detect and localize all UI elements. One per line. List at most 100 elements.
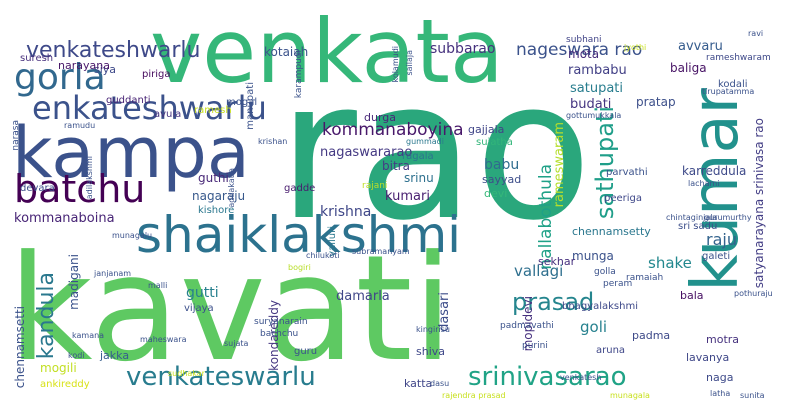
word-subhani: subhani xyxy=(566,35,602,45)
word-motra: motra xyxy=(706,333,740,346)
word-galeti: galeti xyxy=(702,251,731,262)
word-devi: devi xyxy=(484,187,508,200)
word-goli: goli xyxy=(580,318,608,336)
word-srinivasarao: srinivasarao xyxy=(468,362,627,392)
word-pothuraju: pothuraju xyxy=(734,289,773,298)
word-naga: naga xyxy=(706,371,734,384)
word-munagala: munagala xyxy=(610,391,650,400)
word-kotaiah: kotaiah xyxy=(264,45,309,59)
word-kodi: kodi xyxy=(68,351,85,360)
word-chennamsetti: chennamsetti xyxy=(13,306,27,389)
word-subbarao: subbarao xyxy=(430,41,496,57)
word-gutti: gutti xyxy=(186,285,219,301)
word-avula: avula xyxy=(154,109,182,120)
word-shaiklakshmi: shaiklakshmi xyxy=(136,206,462,264)
word-vijaya: vijaya xyxy=(184,303,214,314)
word-maheswara: maheswara xyxy=(140,335,187,344)
word-munga: munga xyxy=(572,249,614,263)
word-munagalu: munagalu xyxy=(112,231,153,240)
word-bachchu: bachchu xyxy=(260,329,299,339)
word-tirupatamma: tirupatamma xyxy=(702,87,755,96)
word-malli: malli xyxy=(148,281,168,290)
word-ragala: ragala xyxy=(402,151,434,162)
word-gorla: gorla xyxy=(14,57,106,98)
word-babu: babu xyxy=(484,157,520,173)
word-vallagi: vallagi xyxy=(514,262,564,280)
word-rao: rao xyxy=(278,40,593,263)
word-janjanam: janjanam xyxy=(94,269,132,278)
word-peram: peram xyxy=(603,279,633,289)
word-gummadi: gummadi xyxy=(406,137,444,146)
word-chennamsetty: chennamsetty xyxy=(572,225,651,238)
word-ramudu: ramudu xyxy=(64,121,96,130)
word-kavati: kavati xyxy=(8,224,454,394)
word-jakka: jakka xyxy=(100,349,130,362)
word-kishore: kishore xyxy=(198,205,235,216)
word-suresh: suresh xyxy=(20,53,54,64)
word-subramanyam: subramanyam xyxy=(352,247,410,256)
word-enkateshwarlu: enkateshwarlu xyxy=(32,89,267,127)
word-shiva: shiva xyxy=(416,345,446,358)
word-satupati: satupati xyxy=(570,81,624,96)
word-bitra: bitra xyxy=(382,159,410,173)
word-karampudi: karampudi xyxy=(294,50,304,99)
word-kamana: kamana xyxy=(72,331,105,340)
word-venkata: venkata xyxy=(150,0,504,103)
word-sunita: sunita xyxy=(740,391,765,400)
word-kolamudi: kolamudi xyxy=(391,46,400,83)
word-manupati: manupati xyxy=(245,82,256,130)
word-nageswara-rao: nageswara rao xyxy=(516,40,643,60)
word-padma: padma xyxy=(632,329,671,342)
word-suryanarain: suryanarain xyxy=(254,317,308,327)
word-bala: bala xyxy=(680,289,704,302)
word-golla: golla xyxy=(594,267,616,277)
word-gurumurthy: gurumurthy xyxy=(704,213,752,222)
word-sujatha: sujatha xyxy=(476,137,513,148)
word-gottumukkala: gottumukkala xyxy=(566,111,622,120)
word-shake: shake xyxy=(648,254,692,272)
word-bogiri: bogiri xyxy=(288,263,311,272)
word-nagaraju: nagaraju xyxy=(192,189,246,203)
word-batchu: batchu xyxy=(14,167,146,211)
word-avvaru: avvaru xyxy=(678,39,723,54)
word-ankireddy: ankireddy xyxy=(40,379,90,390)
word-rambabu: rambabu xyxy=(568,63,627,78)
word-lavanya: lavanya xyxy=(686,351,730,364)
word-rajendra-prasad: rajendra prasad xyxy=(442,391,506,400)
word-venkateshwarlu: venkateshwarlu xyxy=(26,38,201,63)
word-rameswaram: rameswaram xyxy=(552,122,567,208)
word-aruna: aruna xyxy=(596,345,626,356)
word-budati: budati xyxy=(570,97,612,112)
word-sekhar: sekhar xyxy=(538,255,576,268)
word-sayyad: sayyad xyxy=(482,173,522,186)
word-krishna: krishna xyxy=(320,204,372,220)
word-durga: durga xyxy=(364,111,397,124)
word-baliga: baliga xyxy=(670,61,707,75)
word-karreddula: karreddula xyxy=(682,164,747,178)
word-ravi: ravi xyxy=(748,29,764,38)
word-lachami: lachami xyxy=(688,179,720,188)
word-jyothi: jyothi xyxy=(624,43,647,52)
word-mota: mota xyxy=(568,47,600,61)
word-srinu: srinu xyxy=(404,171,434,185)
word-raju: raju xyxy=(706,230,737,249)
word-katta: katta xyxy=(404,377,433,390)
word-chilukoti: chilukoti xyxy=(306,251,340,260)
word-prasad: prasad xyxy=(512,288,595,316)
word-kingirisu: kingirisu xyxy=(416,325,450,334)
word-chintaginjala: chintaginjala xyxy=(666,213,718,222)
word-mogal: mogal xyxy=(226,97,258,108)
word-venkateswarlu: venkateswarlu xyxy=(126,362,316,392)
word-nagaswararao: nagaswararao xyxy=(320,145,413,160)
word-guru: guru xyxy=(294,346,318,357)
word-adilakshmi: adilakshmi xyxy=(85,156,94,200)
word-guddanti: guddanti xyxy=(106,95,151,106)
word-ramesh: ramesh xyxy=(194,105,232,116)
word-madigani: madigani xyxy=(67,254,81,310)
word-krishan: krishan xyxy=(258,137,288,146)
word-satyanarayana-srinivasa-rao: satyanarayana srinivasa rao xyxy=(752,118,766,289)
word-sujata: sujata xyxy=(224,339,249,348)
word-sailaja: sailaja xyxy=(405,50,414,76)
word-gajjala: gajjala xyxy=(468,123,505,136)
